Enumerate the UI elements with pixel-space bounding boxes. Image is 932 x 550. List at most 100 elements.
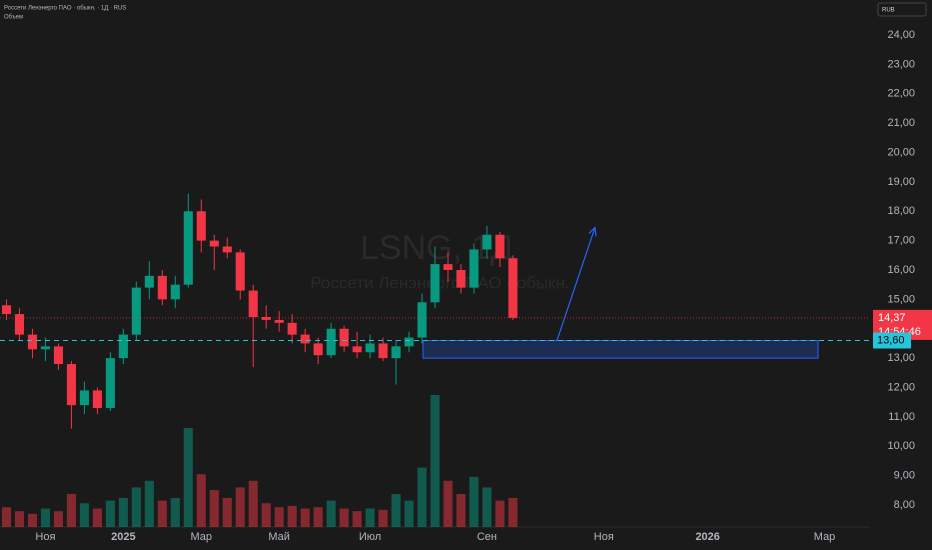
y-tick-label: 10,00 <box>887 440 915 452</box>
volume-bar <box>235 487 245 527</box>
currency[interactable]: RUB <box>882 8 895 14</box>
candle-body <box>118 334 128 359</box>
volume-bar <box>456 494 466 527</box>
volume-bar <box>365 508 375 527</box>
candle-body <box>222 246 232 253</box>
candle-body <box>261 317 271 320</box>
candle-body <box>313 343 323 356</box>
volume-bar <box>404 500 414 527</box>
volume-bar <box>183 428 193 527</box>
watermark-subtitle: Россети Ленэнерго ПАО - обыкн. <box>310 273 569 292</box>
y-tick-label: 9,00 <box>894 470 915 482</box>
x-tick-label: Ноя <box>594 531 614 543</box>
y-tick-label: 20,00 <box>887 146 915 158</box>
volume-bar <box>170 497 180 527</box>
volume-bar <box>274 507 284 527</box>
volume-bar <box>352 511 362 527</box>
candle-body <box>456 270 466 288</box>
volume-bar <box>287 505 297 527</box>
candle-body <box>339 328 349 347</box>
y-tick-label: 24,00 <box>887 29 915 41</box>
x-tick-label: Май <box>268 531 290 543</box>
candle-body <box>326 328 336 356</box>
x-tick-label: Сен <box>477 531 497 543</box>
volume-bar <box>326 500 336 527</box>
pane-label: Объем <box>4 15 23 21</box>
y-tick-label: 23,00 <box>887 58 915 70</box>
y-tick-label: 11,00 <box>888 411 915 423</box>
hline-label: 13,60 <box>877 334 905 346</box>
y-tick-label: 17,00 <box>887 235 915 247</box>
y-tick-label: 12,00 <box>887 381 915 393</box>
volume-bar <box>53 511 63 527</box>
candle-body <box>105 358 115 409</box>
candle-body <box>378 343 388 359</box>
volume-bar <box>66 494 76 527</box>
candle-body <box>287 322 297 335</box>
y-tick-label: 18,00 <box>887 205 915 217</box>
volume-bar <box>339 508 349 527</box>
x-tick-label: Ноя <box>35 531 55 543</box>
candle-body <box>495 234 505 259</box>
candle-body <box>27 334 38 350</box>
x-tick-label: Мар <box>814 531 836 543</box>
volume-bar <box>79 503 89 527</box>
candle-body <box>53 346 63 364</box>
y-tick-label: 22,00 <box>887 88 915 100</box>
candle-body <box>508 258 518 318</box>
volume-bar <box>196 474 206 527</box>
volume-bar <box>1 507 12 527</box>
volume-bar <box>105 500 115 527</box>
candle-body <box>170 284 180 300</box>
candle-body <box>417 302 427 338</box>
y-tick-label: 21,00 <box>887 117 915 129</box>
candle-body <box>79 390 89 406</box>
volume-bar <box>248 480 258 527</box>
volume-bar <box>40 508 50 527</box>
y-tick-label: 19,00 <box>887 176 915 188</box>
candle-body <box>131 287 141 335</box>
x-tick-label: Июл <box>359 531 381 543</box>
currency-box[interactable] <box>877 2 927 17</box>
candle-body <box>157 275 167 300</box>
candle-body <box>14 314 25 335</box>
volume-bar <box>469 476 479 527</box>
volume-bar <box>417 467 427 527</box>
candle-body <box>1 305 12 315</box>
volume-bar <box>482 487 492 527</box>
hline-box <box>873 332 911 349</box>
x-tick-label: Мар <box>191 531 213 543</box>
candle-body <box>209 240 219 247</box>
candle-body <box>196 211 206 241</box>
candle-body <box>365 343 375 353</box>
candle-body <box>443 264 453 270</box>
candle-body <box>352 346 362 353</box>
volume-bar <box>157 500 167 527</box>
candle-body <box>183 211 193 285</box>
volume-bar <box>495 500 505 527</box>
candle-body <box>430 264 440 303</box>
volume-bar <box>391 494 401 527</box>
last-price-label: 14,37 <box>878 312 906 324</box>
y-tick-label: 16,00 <box>887 264 915 276</box>
volume-bar <box>92 508 102 527</box>
candle-body <box>92 390 102 409</box>
y-tick-label: 8,00 <box>894 499 915 511</box>
volume-bar <box>27 513 38 527</box>
zone <box>422 340 819 359</box>
candle-body <box>300 334 310 344</box>
volume-bar <box>209 490 219 527</box>
volume-bar <box>508 497 518 527</box>
volume-bar <box>261 503 271 527</box>
candle-body <box>482 234 492 250</box>
candle-body <box>40 346 50 350</box>
candle-body <box>469 249 479 288</box>
volume-bar <box>144 480 154 527</box>
volume-bar <box>378 509 388 527</box>
candle-body <box>66 364 76 406</box>
volume-bar <box>313 507 323 527</box>
symbol-line: Россети Ленэнерго ПАО · обыкн. · 1Д · RU… <box>4 6 126 12</box>
volume-bar <box>14 511 25 527</box>
